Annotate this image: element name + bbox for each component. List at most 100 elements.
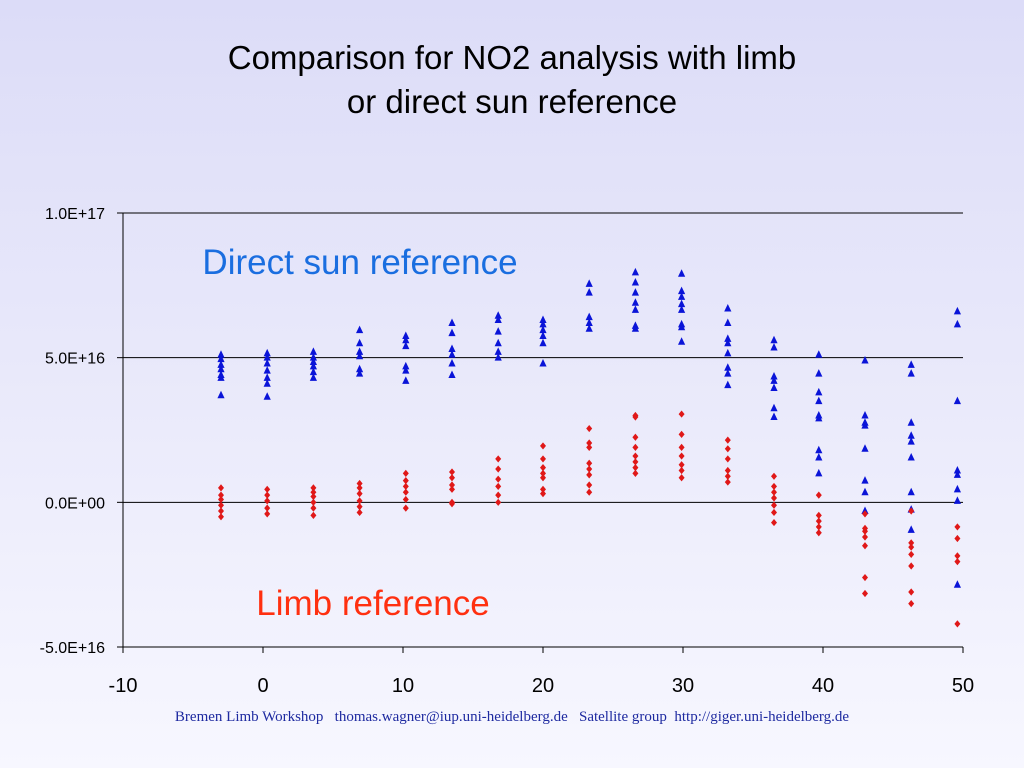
direct-sun-point xyxy=(678,269,686,277)
direct-sun-point xyxy=(724,363,732,371)
direct-sun-point xyxy=(448,358,456,367)
direct-sun-point xyxy=(815,452,823,461)
limb-point xyxy=(540,464,546,472)
limb-point xyxy=(218,513,224,521)
limb-point xyxy=(724,478,731,486)
direct-sun-point xyxy=(585,318,593,326)
limb-point xyxy=(310,492,317,501)
limb-point xyxy=(908,543,915,551)
limb-point xyxy=(632,413,639,421)
limb-point xyxy=(954,620,961,628)
limb-point xyxy=(449,468,455,476)
direct-sun-point xyxy=(356,351,364,360)
direct-sun-point xyxy=(631,305,639,313)
direct-sun-point xyxy=(263,379,271,387)
direct-sun-point xyxy=(861,356,869,364)
direct-sun-point xyxy=(356,369,364,377)
direct-sun-point xyxy=(770,403,778,412)
direct-sun-point xyxy=(724,303,732,312)
direct-sun-point xyxy=(861,411,869,419)
limb-point xyxy=(449,481,455,489)
limb-point xyxy=(862,542,868,550)
direct-sun-point xyxy=(770,335,778,344)
limb-point xyxy=(908,562,915,570)
limb-point xyxy=(908,507,915,515)
direct-sun-point xyxy=(678,292,686,300)
direct-sun-point xyxy=(907,525,915,533)
direct-sun-point xyxy=(309,373,317,381)
limb-point xyxy=(402,477,409,485)
direct-sun-point xyxy=(539,358,547,367)
direct-sun-point xyxy=(494,338,502,347)
direct-sun-point xyxy=(217,364,225,373)
direct-sun-point xyxy=(448,344,456,352)
direct-sun-point xyxy=(448,350,456,358)
direct-sun-point xyxy=(263,373,271,381)
limb-point xyxy=(586,439,593,447)
limb-point xyxy=(586,459,593,467)
direct-sun-point xyxy=(724,348,732,357)
direct-sun-point xyxy=(815,468,823,477)
direct-sun-point xyxy=(953,466,961,474)
limb-point xyxy=(862,533,868,541)
direct-sun-point xyxy=(724,369,732,377)
direct-sun-point xyxy=(448,318,456,326)
limb-point xyxy=(771,501,777,509)
limb-point xyxy=(908,600,915,608)
limb-point xyxy=(449,474,455,482)
limb-point xyxy=(402,488,409,496)
direct-sun-point xyxy=(678,305,686,313)
direct-sun-point xyxy=(494,353,502,361)
limb-point xyxy=(908,539,915,547)
limb-point xyxy=(724,455,731,463)
limb-point xyxy=(540,474,546,482)
y-tick-label: 1.0E+17 xyxy=(45,206,105,223)
direct-sun-point xyxy=(585,279,593,287)
direct-sun-point xyxy=(263,366,271,374)
x-tick-label: 0 xyxy=(257,675,268,697)
direct-sun-point xyxy=(217,373,225,381)
direct-sun-point xyxy=(907,431,915,439)
limb-point xyxy=(310,511,317,519)
direct-sun-point xyxy=(678,337,686,345)
x-tick-label: 30 xyxy=(672,675,694,697)
direct-sun-point xyxy=(815,369,823,377)
direct-sun-point xyxy=(631,324,639,332)
limb-point xyxy=(815,523,822,531)
limb-point xyxy=(862,510,868,518)
limb-point xyxy=(815,529,822,537)
limb-point xyxy=(908,588,915,596)
direct-sun-point xyxy=(539,338,547,347)
limb-point xyxy=(678,461,685,469)
limb-point xyxy=(449,500,455,508)
direct-sun-point xyxy=(402,341,410,350)
direct-sun-point xyxy=(539,319,547,328)
direct-sun-point xyxy=(402,366,410,374)
direct-sun-point xyxy=(356,364,364,373)
direct-sun-point xyxy=(953,496,961,504)
direct-sun-point xyxy=(631,288,639,296)
limb-point xyxy=(586,481,593,489)
direct-sun-point xyxy=(217,354,225,363)
limb-point xyxy=(310,484,317,492)
limb-point xyxy=(356,497,363,505)
limb-point xyxy=(724,472,731,480)
x-tick-label: 10 xyxy=(392,675,414,697)
limb-point xyxy=(632,452,639,460)
direct-sun-point xyxy=(217,390,225,399)
direct-sun-point xyxy=(539,331,547,339)
limb-point xyxy=(678,410,685,418)
limb-point xyxy=(310,504,317,512)
limb-point xyxy=(495,491,502,499)
limb-point xyxy=(402,469,409,477)
limb-point xyxy=(724,445,731,453)
limb-point xyxy=(495,465,502,473)
direct-sun-point xyxy=(539,315,547,324)
limb-point xyxy=(356,479,363,488)
direct-sun-point xyxy=(953,319,961,328)
direct-sun-point xyxy=(402,331,410,339)
limb-point xyxy=(586,465,593,473)
direct-sun-point xyxy=(263,358,271,367)
limb-point xyxy=(540,455,546,463)
